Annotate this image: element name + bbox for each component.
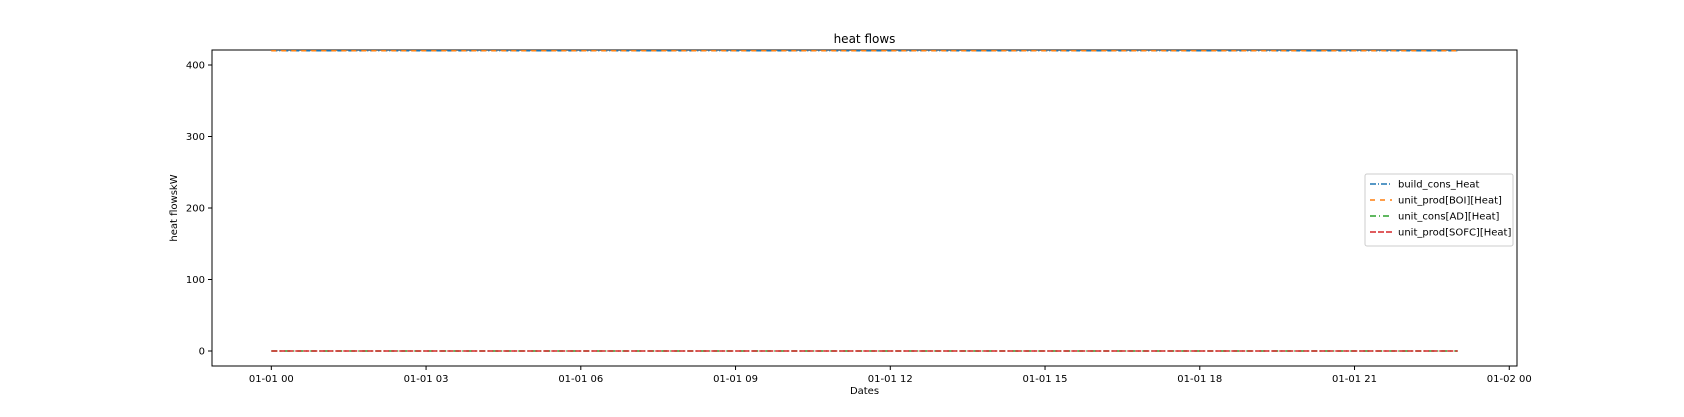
y-tick-label: 0 [199, 346, 205, 357]
x-tick-label: 01-01 06 [558, 374, 603, 385]
y-tick-label: 200 [186, 204, 205, 215]
x-tick-label: 01-01 15 [1023, 374, 1068, 385]
y-axis-title: heat flowskW [169, 174, 180, 241]
x-axis: 01-01 00 01-01 03 01-01 06 01-01 09 01-01 12… [249, 366, 1532, 385]
y-axis: 0 100 200 300 400 [186, 61, 212, 357]
x-axis-title: Dates [850, 386, 879, 397]
x-tick-label: 01-01 12 [868, 374, 913, 385]
x-tick-label: 01-01 09 [713, 374, 758, 385]
x-tick-label: 01-02 00 [1487, 374, 1532, 385]
x-tick-label: 01-01 00 [249, 374, 294, 385]
plot-area [211, 49, 1518, 367]
legend: build_cons_Heat unit_prod[BOI][Heat] unit_… [1364, 173, 1514, 247]
legend-label: build_cons_Heat [1398, 180, 1480, 191]
y-tick-label: 400 [186, 61, 205, 72]
chart-title: heat flows [834, 32, 896, 46]
y-tick-label: 100 [186, 275, 205, 286]
series-group [271, 49, 1458, 352]
x-tick-label: 01-01 21 [1332, 374, 1377, 385]
y-tick-label: 300 [186, 132, 205, 143]
legend-label: unit_cons[AD][Heat] [1398, 212, 1500, 223]
legend-label: unit_prod[BOI][Heat] [1398, 196, 1502, 207]
legend-label: unit_prod[SOFC][Heat] [1398, 228, 1511, 239]
x-tick-label: 01-01 18 [1177, 374, 1222, 385]
x-tick-label: 01-01 03 [404, 374, 449, 385]
legend-box [1364, 173, 1514, 247]
